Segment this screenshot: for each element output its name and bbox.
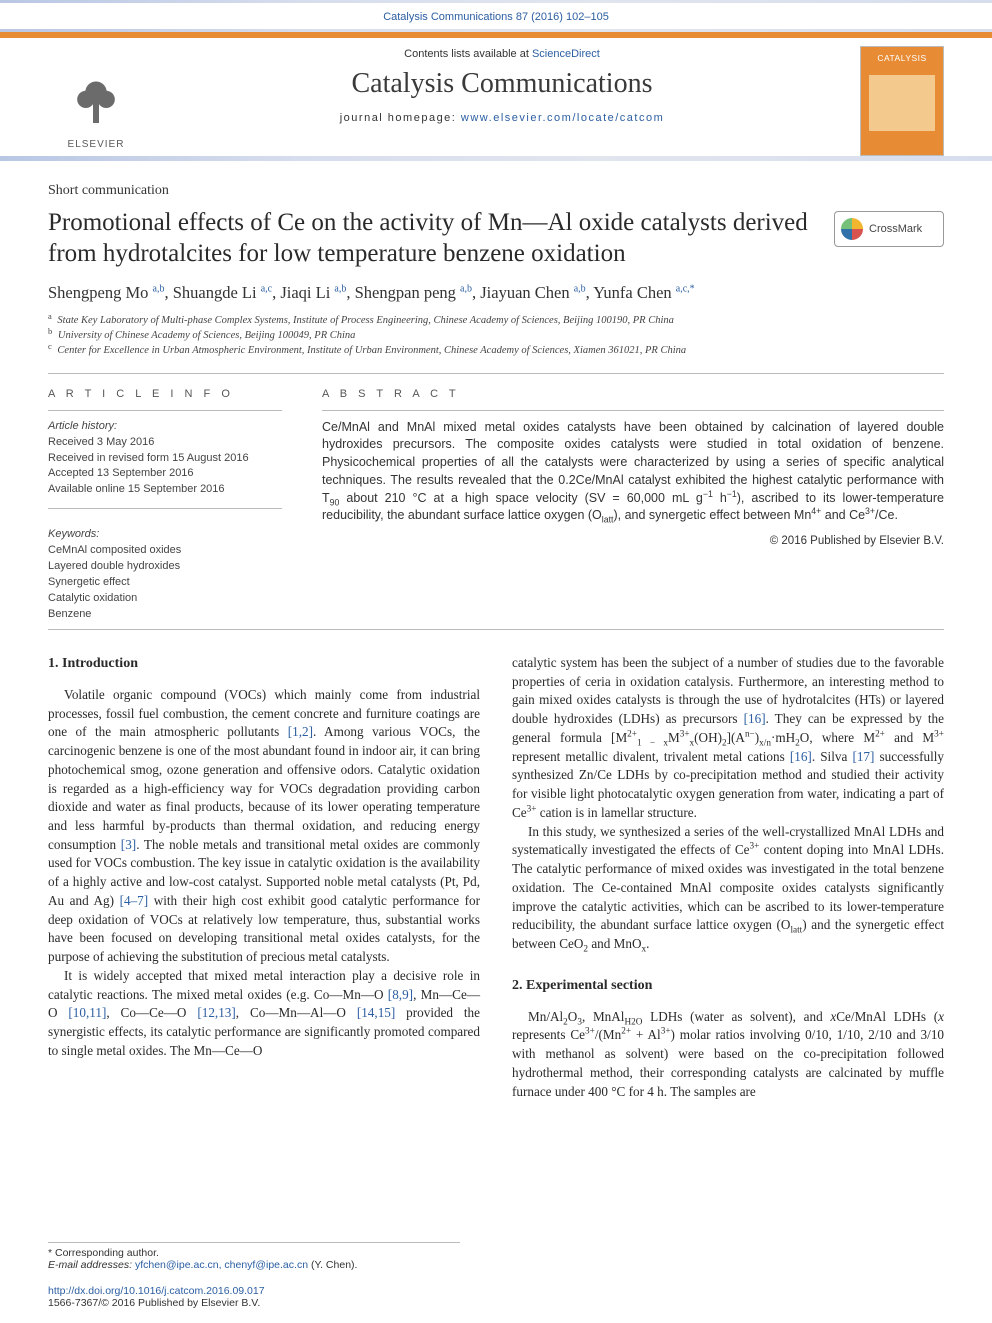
article-title: Promotional effects of Ce on the activit…	[48, 207, 814, 269]
history-line: Received in revised form 15 August 2016	[48, 451, 282, 467]
corresponding-author-label: * Corresponding author.	[48, 1247, 460, 1259]
affiliation-line: b University of Chinese Academy of Scien…	[48, 328, 944, 343]
page-footer: * Corresponding author. E-mail addresses…	[48, 1242, 944, 1309]
issn-line: 1566-7367/© 2016 Published by Elsevier B…	[48, 1297, 944, 1309]
journal-homepage: journal homepage: www.elsevier.com/locat…	[158, 112, 846, 124]
history-line: Received 3 May 2016	[48, 435, 282, 451]
article-body: 1. Introduction Volatile organic compoun…	[0, 630, 992, 1101]
article-type-label: Short communication	[48, 183, 944, 199]
body-paragraph: In this study, we synthesized a series o…	[512, 823, 944, 954]
running-head: Catalysis Communications 87 (2016) 102–1…	[0, 11, 992, 23]
body-paragraph: Mn/Al2O3, MnAlH2O LDHs (water as solvent…	[512, 1008, 944, 1102]
keyword: Synergetic effect	[48, 575, 282, 591]
history-label: Article history:	[48, 419, 282, 435]
email-label: E-mail addresses:	[48, 1259, 132, 1271]
journal-homepage-link[interactable]: www.elsevier.com/locate/catcom	[461, 112, 664, 124]
keyword: Benzene	[48, 607, 282, 623]
contents-line: Contents lists available at ScienceDirec…	[158, 48, 846, 60]
article-info-head: A R T I C L E I N F O	[48, 388, 282, 400]
sciencedirect-link[interactable]: ScienceDirect	[532, 48, 600, 60]
section-1-head: 1. Introduction	[48, 654, 480, 674]
body-paragraph: catalytic system has been the subject of…	[512, 654, 944, 823]
homepage-prefix: journal homepage:	[340, 112, 461, 124]
copyright-line: © 2016 Published by Elsevier B.V.	[322, 535, 944, 547]
affiliation-line: a State Key Laboratory of Multi-phase Co…	[48, 313, 944, 328]
keywords-label: Keywords:	[48, 527, 282, 543]
crossmark-label: CrossMark	[869, 223, 922, 235]
history-line: Accepted 13 September 2016	[48, 466, 282, 482]
body-paragraph: It is widely accepted that mixed metal i…	[48, 967, 480, 1061]
abstract-head: A B S T R A C T	[322, 388, 944, 400]
section-2-head: 2. Experimental section	[512, 976, 944, 996]
email-attribution: (Y. Chen).	[308, 1259, 357, 1271]
journal-cover-thumbnail: CATALYSIS	[860, 46, 944, 156]
affiliations: a State Key Laboratory of Multi-phase Co…	[48, 313, 944, 359]
journal-title: Catalysis Communications	[158, 68, 846, 100]
abstract-text: Ce/MnAl and MnAl mixed metal oxides cata…	[322, 419, 944, 526]
publisher-name: ELSEVIER	[68, 139, 125, 150]
crossmark-badge[interactable]: CrossMark	[834, 211, 944, 247]
keyword: CeMnAl composited oxides	[48, 543, 282, 559]
contents-prefix: Contents lists available at	[404, 48, 532, 60]
publisher-logo: ELSEVIER	[48, 38, 144, 156]
body-paragraph: Volatile organic compound (VOCs) which m…	[48, 686, 480, 967]
doi-link[interactable]: http://dx.doi.org/10.1016/j.catcom.2016.…	[48, 1285, 944, 1297]
masthead: ELSEVIER Contents lists available at Sci…	[0, 32, 992, 156]
email-addresses[interactable]: yfchen@ipe.ac.cn, chenyf@ipe.ac.cn	[135, 1259, 308, 1271]
authors-line: Shengpeng Mo a,b, Shuangde Li a,c, Jiaqi…	[48, 283, 944, 303]
keyword: Catalytic oxidation	[48, 591, 282, 607]
crossmark-icon	[841, 218, 863, 240]
cover-label: CATALYSIS	[877, 53, 926, 63]
keyword: Layered double hydroxides	[48, 559, 282, 575]
affiliation-line: c Center for Excellence in Urban Atmosph…	[48, 343, 944, 358]
history-line: Available online 15 September 2016	[48, 482, 282, 498]
